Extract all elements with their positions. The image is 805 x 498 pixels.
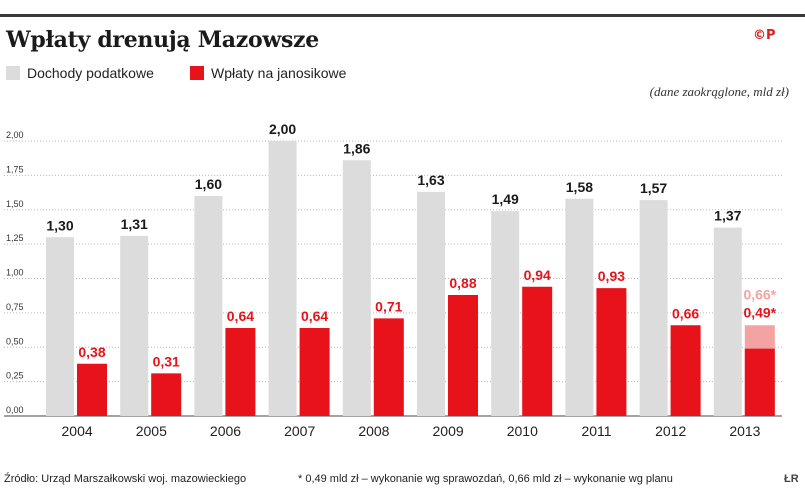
y-tick-label: 0,25: [6, 371, 24, 381]
bar-tax-income: [565, 198, 594, 416]
x-tick-label: 2012: [655, 423, 686, 439]
data-label-janosikowe: 0,64: [227, 308, 254, 324]
chart-title: Wpłaty drenują Mazowsze: [6, 27, 319, 53]
data-label-janosikowe: 0,64: [301, 308, 328, 324]
bar-janosikowe: [373, 318, 404, 416]
data-label-tax-income: 1,63: [417, 172, 444, 188]
x-tick-label: 2005: [136, 423, 167, 439]
data-label-janosikowe-planned: 0,66*: [743, 286, 776, 302]
data-label-janosikowe: 0,94: [524, 267, 551, 283]
x-tick-label: 2008: [358, 423, 389, 439]
data-label-janosikowe: 0,49*: [743, 304, 776, 320]
y-tick-label: 0,75: [6, 302, 24, 312]
top-rule: [0, 14, 805, 17]
bar-janosikowe: [448, 295, 478, 416]
bar-tax-income: [417, 191, 445, 416]
data-label-janosikowe: 0,93: [598, 268, 625, 284]
x-tick-label: 2006: [210, 423, 241, 439]
y-tick-label: 1,00: [6, 268, 24, 278]
legend-item-janosikowe: Wpłaty na janosikowe: [190, 65, 346, 81]
legend-swatch-red: [190, 66, 204, 80]
unit-note: (dane zaokrąglone, mld zł): [649, 84, 789, 99]
y-tick-label: 1,50: [6, 199, 24, 209]
bar-tax-income: [46, 237, 74, 416]
bar-tax-income: [120, 235, 149, 416]
bar-janosikowe: [670, 325, 701, 416]
data-label-janosikowe: 0,31: [153, 353, 180, 369]
legend-swatch-gray: [6, 66, 20, 80]
data-label-tax-income: 2,00: [269, 121, 296, 137]
y-tick-label: 0,50: [6, 336, 24, 346]
data-label-tax-income: 1,31: [121, 216, 148, 232]
data-label-tax-income: 1,30: [46, 217, 73, 233]
x-tick-label: 2007: [284, 423, 315, 439]
data-label-tax-income: 1,60: [195, 176, 222, 192]
bar-janosikowe: [225, 328, 256, 416]
x-tick-label: 2013: [729, 423, 760, 439]
data-label-tax-income: 1,37: [714, 208, 741, 224]
bar-janosikowe: [522, 286, 553, 416]
x-tick-label: 2004: [62, 423, 93, 439]
y-tick-label: 1,25: [6, 233, 24, 243]
data-label-tax-income: 1,49: [492, 191, 519, 207]
bar-janosikowe: [77, 363, 107, 416]
y-tick-label: 1,75: [6, 164, 24, 174]
legend-item-tax-income: Dochody podatkowe: [6, 65, 154, 81]
data-label-janosikowe: 0,66: [672, 305, 699, 321]
legend-label-tax-income: Dochody podatkowe: [27, 65, 154, 81]
x-tick-label: 2009: [433, 423, 464, 439]
footnote: * 0,49 mld zł – wykonanie wg sprawozdań,…: [298, 473, 673, 485]
data-label-tax-income: 1,58: [566, 179, 593, 195]
bar-janosikowe: [151, 373, 182, 416]
bar-janosikowe: [596, 288, 627, 416]
author-mark: ŁR: [784, 473, 799, 485]
data-label-tax-income: 1,57: [640, 180, 667, 196]
bar-tax-income: [194, 196, 223, 416]
bar-tax-income: [268, 141, 297, 416]
bar-tax-income: [639, 200, 668, 416]
x-tick-label: 2010: [507, 423, 538, 439]
data-label-janosikowe: 0,38: [78, 344, 105, 360]
bar-tax-income: [713, 227, 742, 416]
bar-tax-income: [342, 160, 371, 416]
bar-janosikowe: [744, 348, 775, 416]
data-label-janosikowe: 0,71: [375, 298, 402, 314]
data-label-tax-income: 1,86: [343, 140, 370, 156]
y-tick-label: 0,00: [6, 405, 24, 415]
y-tick-label: 2,00: [6, 130, 24, 140]
data-label-janosikowe: 0,88: [449, 275, 476, 291]
bar-tax-income: [491, 211, 520, 416]
publisher-logo: ©P: [753, 28, 776, 43]
bar-janosikowe: [299, 328, 330, 416]
source-note: Źródło: Urząd Marszałkowski woj. mazowie…: [4, 473, 247, 485]
legend-label-janosikowe: Wpłaty na janosikowe: [211, 65, 347, 81]
x-tick-label: 2011: [581, 423, 611, 439]
